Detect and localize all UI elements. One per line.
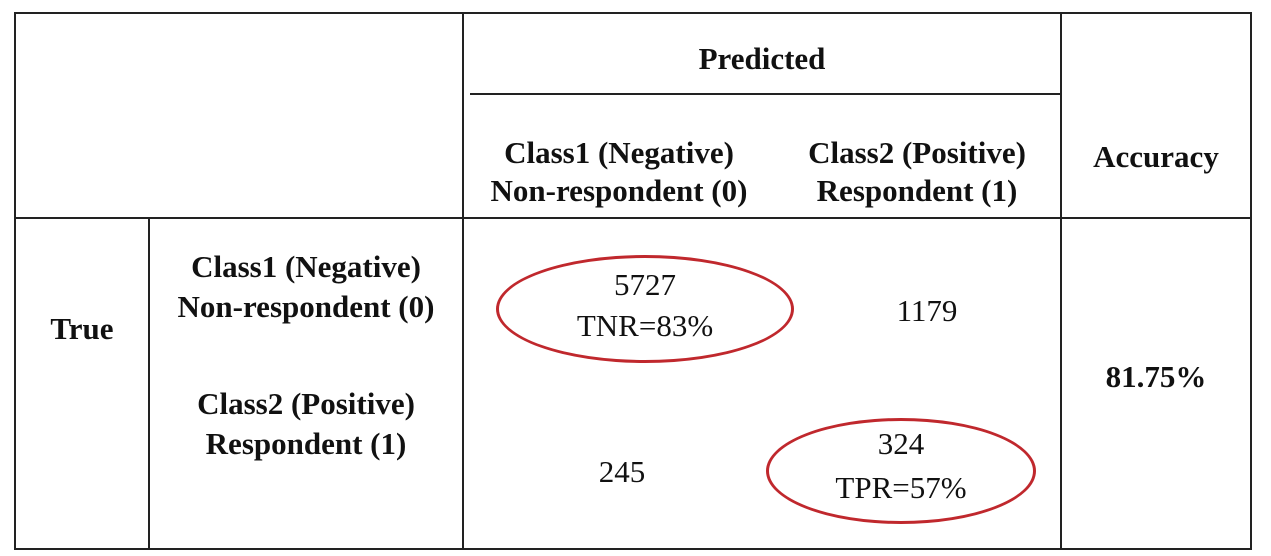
accuracy-left-divider xyxy=(1060,14,1062,550)
table-border-right xyxy=(1250,12,1252,550)
fp-count: 1179 xyxy=(896,293,958,328)
true-class1-line2: Non-respondent (0) xyxy=(177,289,435,324)
tp-count: 324 xyxy=(877,426,925,461)
true-label-divider xyxy=(148,219,150,550)
pred-class2-line1: Class2 (Positive) xyxy=(808,135,1026,170)
table-border-left xyxy=(14,12,16,550)
pred-class1-line1: Class1 (Negative) xyxy=(504,135,734,170)
table-border-top xyxy=(14,12,1252,14)
tp-rate: TPR=57% xyxy=(835,470,967,505)
tpr-highlight-oval xyxy=(766,418,1036,524)
predicted-header: Predicted xyxy=(698,41,826,76)
tnr-highlight-oval xyxy=(496,255,794,363)
pred-class2-line2: Respondent (1) xyxy=(816,173,1018,208)
true-label: True xyxy=(50,311,114,346)
true-class1-line1: Class1 (Negative) xyxy=(191,249,421,284)
fn-count: 245 xyxy=(598,454,646,489)
header-divider xyxy=(14,217,1252,219)
table-border-bottom xyxy=(14,548,1252,550)
predicted-underline xyxy=(470,93,1060,95)
tn-count: 5727 xyxy=(614,267,676,302)
true-class2-line1: Class2 (Positive) xyxy=(197,386,415,421)
accuracy-value: 81.75% xyxy=(1105,359,1207,394)
pred-class1-line2: Non-respondent (0) xyxy=(490,173,748,208)
tn-rate: TNR=83% xyxy=(576,308,714,343)
accuracy-header: Accuracy xyxy=(1093,139,1219,174)
true-class2-line2: Respondent (1) xyxy=(205,426,407,461)
predicted-left-divider xyxy=(462,14,464,550)
